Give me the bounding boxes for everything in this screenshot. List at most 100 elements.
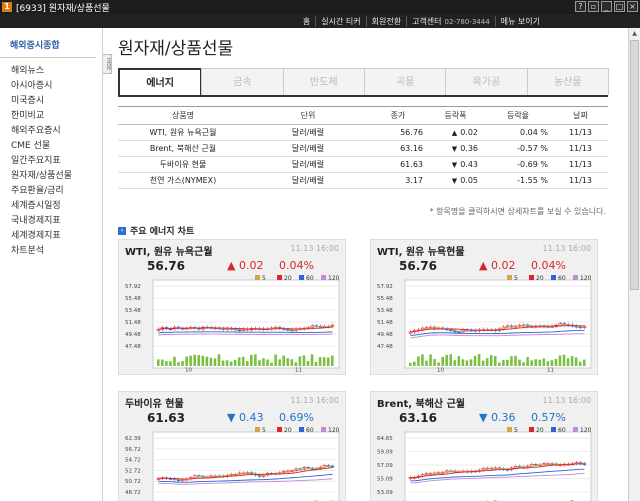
sidebar-item[interactable]: 해외주요증시 — [11, 126, 61, 136]
commodity-name[interactable]: 두바이유 현물 — [118, 156, 248, 173]
home-link[interactable]: 홈 — [302, 16, 311, 26]
sidebar-item[interactable]: 국내경제지표 — [11, 216, 61, 226]
candlestick-chart[interactable]: 5 20 60 120 57.92 55.48 53.48 51.48 49.48 47.48 10… — [125, 274, 341, 372]
sidebar: 해외증시종합 해외뉴스 아시아증시 미국증시 한미비교 해외주요증시 CME 선… — [0, 28, 103, 501]
app-icon: 1 — [2, 2, 12, 12]
page-title: 원자재/상품선물 — [118, 39, 234, 59]
sidebar-item[interactable]: 주요환율/금리 — [11, 186, 64, 196]
chart-card[interactable]: Brent, 북해산 근월 11.13 16:00 63.16 ▼ 0.36 0.57%… — [370, 391, 598, 501]
chart-card[interactable]: 두바이유 현물 11.13 16:00 61.63 ▼ 0.43 0.69% 5 20 60 1… — [118, 391, 346, 501]
tab-metals[interactable]: 금속 — [201, 68, 284, 95]
legend-label: 60 — [558, 427, 566, 434]
tab-grains[interactable]: 곡물 — [363, 68, 447, 95]
member-switch-link[interactable]: 회원전환 — [365, 15, 406, 27]
candlestick-chart[interactable]: 5 20 60 120 64.65 59.09 57.09 55.09 53.09 — [377, 426, 593, 501]
chart-title[interactable]: Brent, 북해산 근월 — [377, 399, 465, 410]
commodity-name[interactable]: 천연 가스(NYMEX) — [118, 172, 248, 189]
scroll-thumb[interactable] — [630, 40, 639, 290]
chart-change: ▲ 0.02 — [479, 259, 515, 272]
volume-bar — [270, 362, 273, 366]
sidebar-item-active[interactable]: 원자재/상품선물 — [11, 171, 72, 181]
table-row[interactable]: 천연 가스(NYMEX)달러/배럴3.17 0.05 -1.55 %11/13 — [118, 172, 608, 189]
volume-bar — [201, 355, 205, 366]
candlestick-chart[interactable]: 5 20 60 120 62.39 56.72 54.72 52.72 50.72 48.72 — [125, 426, 341, 501]
scroll-up-icon[interactable]: ▲ — [632, 30, 637, 37]
chart-title[interactable]: 두바이유 현물 — [125, 399, 184, 410]
y-tick-label: 48.72 — [125, 490, 141, 496]
moving-average-line — [158, 333, 333, 336]
sidebar-heading[interactable]: 해외증시종합 — [0, 38, 96, 58]
volume-bar — [465, 360, 469, 366]
close-icon[interactable]: × — [627, 1, 638, 12]
moving-average-line — [158, 467, 333, 480]
volume-bar — [233, 359, 237, 366]
tab-agriculture[interactable]: 농산물 — [526, 68, 609, 95]
legend-swatch — [321, 275, 326, 280]
percent-cell: -0.57 % — [483, 140, 553, 157]
candle — [408, 331, 413, 334]
col-header: 등락폭 — [428, 106, 483, 125]
arrow-down-icon — [452, 144, 460, 153]
volume-bar — [570, 356, 574, 366]
sidebar-item[interactable]: 미국증시 — [11, 96, 45, 106]
volume-bar — [266, 359, 269, 366]
y-tick-label: 54.72 — [125, 458, 141, 464]
chart-title[interactable]: WTI, 원유 뉴욕현물 — [377, 247, 465, 258]
section-bullet-icon: › — [118, 226, 126, 235]
volume-bar — [189, 355, 192, 366]
chart-card[interactable]: WTI, 원유 뉴욕현물 11.13 16:00 56.76 ▲ 0.02 0.04% 5… — [370, 239, 598, 375]
section-title: › 주요 에너지 차트 — [118, 224, 194, 237]
sidebar-item[interactable]: 한미비교 — [11, 111, 45, 121]
volume-bar — [237, 357, 241, 366]
tab-semiconductor[interactable]: 반도체 — [282, 68, 365, 95]
legend-swatch — [507, 275, 512, 280]
volume-bar — [221, 360, 225, 366]
moving-average-line — [158, 473, 333, 483]
show-menu-link[interactable]: 메뉴 보이기 — [494, 15, 545, 27]
y-tick-label: 52.72 — [125, 468, 141, 474]
legend-swatch — [507, 427, 512, 432]
sidebar-item[interactable]: 해외뉴스 — [11, 66, 45, 76]
chart-title[interactable]: WTI, 원유 뉴욕근월 — [125, 247, 213, 258]
chart-change-value: 0.02 — [490, 259, 516, 272]
volume-bar — [185, 356, 188, 366]
legend-label: 60 — [306, 427, 314, 434]
y-tick-label: 62.39 — [125, 436, 141, 442]
maximize-icon[interactable]: □ — [614, 1, 625, 12]
volume-bar — [225, 360, 229, 366]
customer-center-link[interactable]: 고객센터 02-780-3444 — [406, 15, 495, 27]
moving-average-line — [410, 462, 585, 478]
ticker-link[interactable]: 실시간 티커 — [315, 15, 365, 27]
y-tick-label: 56.72 — [125, 447, 141, 453]
main-content: 원자재/상품선물 에너지 금속 반도체 곡물 육가공 농산물 상품명 단위 종가… — [116, 28, 626, 501]
volume-bar — [449, 354, 453, 366]
commodity-name[interactable]: WTI, 원유 뉴욕근월 — [118, 124, 248, 141]
x-tick-label: 10 — [437, 368, 444, 373]
tab-energy[interactable]: 에너지 — [118, 68, 203, 95]
hide-sidebar-button[interactable]: HIDE — [103, 54, 112, 74]
legend-label: 120 — [580, 275, 592, 282]
sidebar-item[interactable]: 세계경제지표 — [11, 231, 61, 241]
candlestick-chart[interactable]: 5 20 60 120 57.92 55.48 53.48 51.48 49.48 47.48 10… — [377, 274, 593, 372]
volume-bar — [510, 356, 513, 366]
sidebar-item[interactable]: CME 선물 — [11, 141, 51, 151]
chart-percent: 0.04% — [531, 259, 566, 272]
legend-label: 20 — [284, 275, 292, 282]
help-icon[interactable]: ? — [575, 1, 586, 12]
tab-livestock[interactable]: 육가공 — [445, 68, 528, 95]
restore-icon[interactable]: ▫ — [588, 1, 599, 12]
minimize-icon[interactable]: _ — [601, 1, 612, 12]
sidebar-item[interactable]: 아시아증시 — [11, 81, 53, 91]
chart-card[interactable]: WTI, 원유 뉴욕근월 11.13 16:00 56.76 ▲ 0.02 0.04% 5… — [118, 239, 346, 375]
sidebar-item[interactable]: 일간주요지표 — [11, 156, 61, 166]
col-header: 상품명 — [118, 106, 248, 125]
scrollbar[interactable]: ▲ — [628, 28, 640, 501]
sidebar-item[interactable]: 세계증시일정 — [11, 201, 61, 211]
commodity-name[interactable]: Brent, 북해산 근월 — [118, 140, 248, 157]
volume-bar — [413, 361, 416, 366]
sidebar-item[interactable]: 차트분석 — [11, 246, 45, 256]
category-tabs: 에너지 금속 반도체 곡물 육가공 농산물 — [118, 68, 609, 97]
